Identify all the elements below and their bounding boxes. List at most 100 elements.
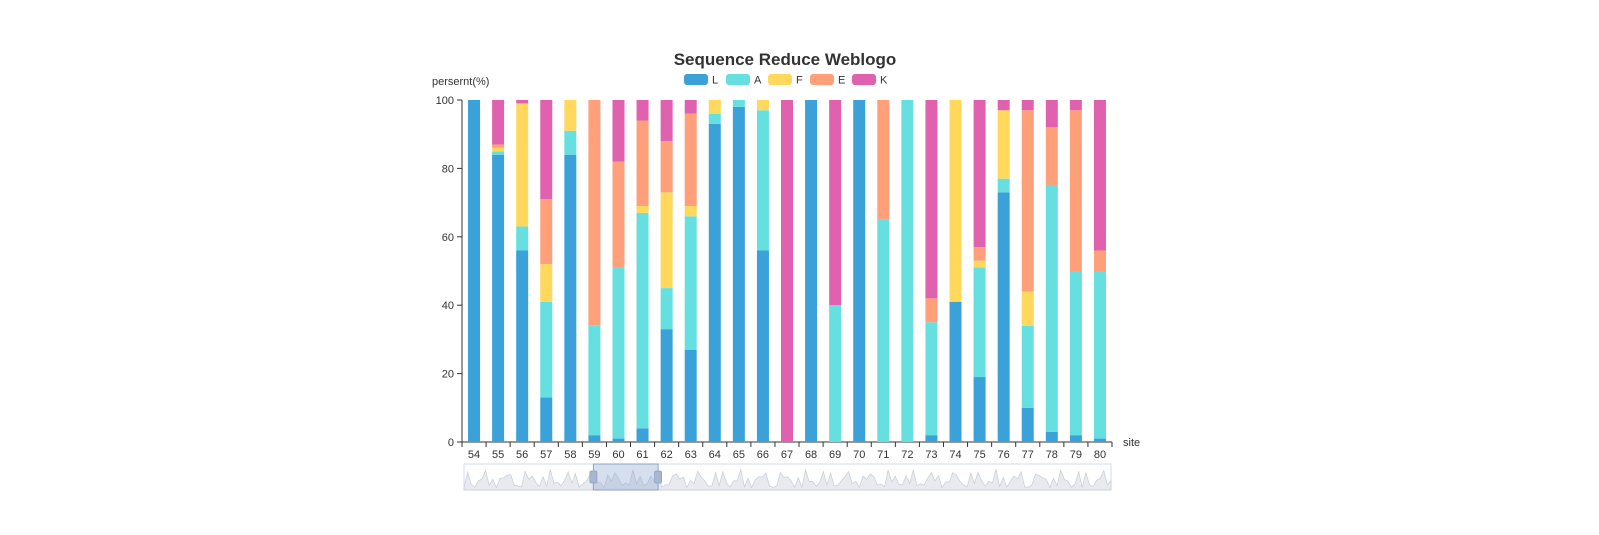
- bar-segment[interactable]: [612, 438, 625, 442]
- bar-segment[interactable]: [1069, 100, 1082, 111]
- legend-swatch[interactable]: [726, 74, 750, 85]
- bar-segment[interactable]: [1093, 271, 1106, 439]
- bar-segment[interactable]: [973, 100, 986, 248]
- bar-segment[interactable]: [1045, 127, 1058, 186]
- bar-segment[interactable]: [564, 130, 577, 155]
- bar-segment[interactable]: [805, 100, 818, 442]
- bar-segment[interactable]: [612, 100, 625, 162]
- bar-segment[interactable]: [636, 428, 649, 442]
- bar-segment[interactable]: [492, 147, 505, 152]
- bar-segment[interactable]: [660, 329, 673, 442]
- bar-segment[interactable]: [1021, 110, 1034, 292]
- bar-segment[interactable]: [588, 435, 601, 442]
- legend-swatch[interactable]: [768, 74, 792, 85]
- bar-segment[interactable]: [853, 100, 866, 442]
- bar-segment[interactable]: [612, 161, 625, 268]
- bar-segment[interactable]: [660, 100, 673, 142]
- legend-swatch[interactable]: [684, 74, 708, 85]
- bar-segment[interactable]: [1069, 271, 1082, 436]
- bar-segment[interactable]: [660, 141, 673, 193]
- bar-segment[interactable]: [925, 322, 938, 436]
- legend-label[interactable]: L: [712, 75, 718, 87]
- bar-segment[interactable]: [684, 113, 697, 207]
- bar-segment[interactable]: [949, 100, 962, 302]
- bar-segment[interactable]: [732, 106, 745, 442]
- bar-segment[interactable]: [708, 113, 721, 124]
- bar-segment[interactable]: [1069, 435, 1082, 442]
- bar-segment[interactable]: [829, 100, 842, 306]
- bar-segment[interactable]: [636, 100, 649, 121]
- bar-segment[interactable]: [997, 192, 1010, 442]
- bar-segment[interactable]: [468, 100, 481, 442]
- legend-label[interactable]: A: [754, 75, 762, 87]
- bar-segment[interactable]: [732, 100, 745, 107]
- zoom-start-handle[interactable]: [589, 470, 598, 484]
- bar-segment[interactable]: [973, 267, 986, 378]
- bar-segment[interactable]: [516, 250, 529, 442]
- bar-segment[interactable]: [973, 260, 986, 268]
- bar-segment[interactable]: [492, 154, 505, 442]
- bar-segment[interactable]: [492, 100, 505, 145]
- bar-segment[interactable]: [925, 298, 938, 323]
- zoom-end-handle[interactable]: [654, 470, 662, 484]
- bar-segment[interactable]: [540, 100, 553, 200]
- bar-segment[interactable]: [877, 100, 890, 220]
- legend-label[interactable]: K: [880, 75, 888, 87]
- bar-segment[interactable]: [1045, 185, 1058, 432]
- bar-segment[interactable]: [1021, 100, 1034, 111]
- bar-segment[interactable]: [1069, 110, 1082, 271]
- bar-segment[interactable]: [1093, 250, 1106, 271]
- bar-segment[interactable]: [540, 397, 553, 442]
- bar-segment[interactable]: [684, 349, 697, 442]
- bar-segment[interactable]: [949, 301, 962, 442]
- data-zoom-slider[interactable]: [463, 463, 1112, 491]
- bar-segment[interactable]: [925, 435, 938, 442]
- bar-segment[interactable]: [516, 100, 529, 104]
- bar-segment[interactable]: [636, 212, 649, 429]
- bar-segment[interactable]: [708, 100, 721, 114]
- bar-segment[interactable]: [756, 250, 769, 442]
- bar-segment[interactable]: [684, 206, 697, 217]
- bar-segment[interactable]: [708, 123, 721, 442]
- bar-segment[interactable]: [516, 226, 529, 251]
- bar-segment[interactable]: [997, 110, 1010, 179]
- legend-swatch[interactable]: [852, 74, 876, 85]
- legend-label[interactable]: F: [796, 75, 803, 87]
- bar-segment[interactable]: [564, 154, 577, 442]
- bar-segment[interactable]: [492, 144, 505, 148]
- bar-segment[interactable]: [612, 267, 625, 439]
- bar-segment[interactable]: [588, 100, 601, 326]
- bar-segment[interactable]: [492, 151, 505, 155]
- bar-segment[interactable]: [829, 305, 842, 442]
- zoom-selected-window[interactable]: [592, 463, 659, 491]
- bar-segment[interactable]: [1021, 407, 1034, 442]
- bar-segment[interactable]: [540, 199, 553, 265]
- bar-segment[interactable]: [1093, 100, 1106, 251]
- bar-segment[interactable]: [660, 288, 673, 330]
- bar-segment[interactable]: [901, 100, 914, 442]
- bar-segment[interactable]: [973, 377, 986, 442]
- bar-segment[interactable]: [684, 216, 697, 350]
- bar-segment[interactable]: [660, 192, 673, 289]
- bar-segment[interactable]: [997, 178, 1010, 193]
- bar-segment[interactable]: [540, 301, 553, 398]
- bar-segment[interactable]: [588, 325, 601, 436]
- bar-segment[interactable]: [684, 100, 697, 114]
- bar-segment[interactable]: [925, 100, 938, 299]
- legend-label[interactable]: E: [838, 75, 845, 87]
- bar-segment[interactable]: [1093, 438, 1106, 442]
- bar-segment[interactable]: [973, 247, 986, 261]
- bar-segment[interactable]: [756, 100, 769, 111]
- bar-segment[interactable]: [540, 264, 553, 302]
- bar-segment[interactable]: [1021, 291, 1034, 326]
- bar-segment[interactable]: [997, 100, 1010, 111]
- bar-segment[interactable]: [636, 120, 649, 207]
- bar-segment[interactable]: [781, 100, 793, 442]
- bar-segment[interactable]: [1021, 325, 1034, 408]
- bar-segment[interactable]: [1045, 431, 1058, 442]
- bar-segment[interactable]: [636, 206, 649, 213]
- bar-segment[interactable]: [756, 110, 769, 251]
- legend-swatch[interactable]: [810, 74, 834, 85]
- bar-segment[interactable]: [516, 103, 529, 227]
